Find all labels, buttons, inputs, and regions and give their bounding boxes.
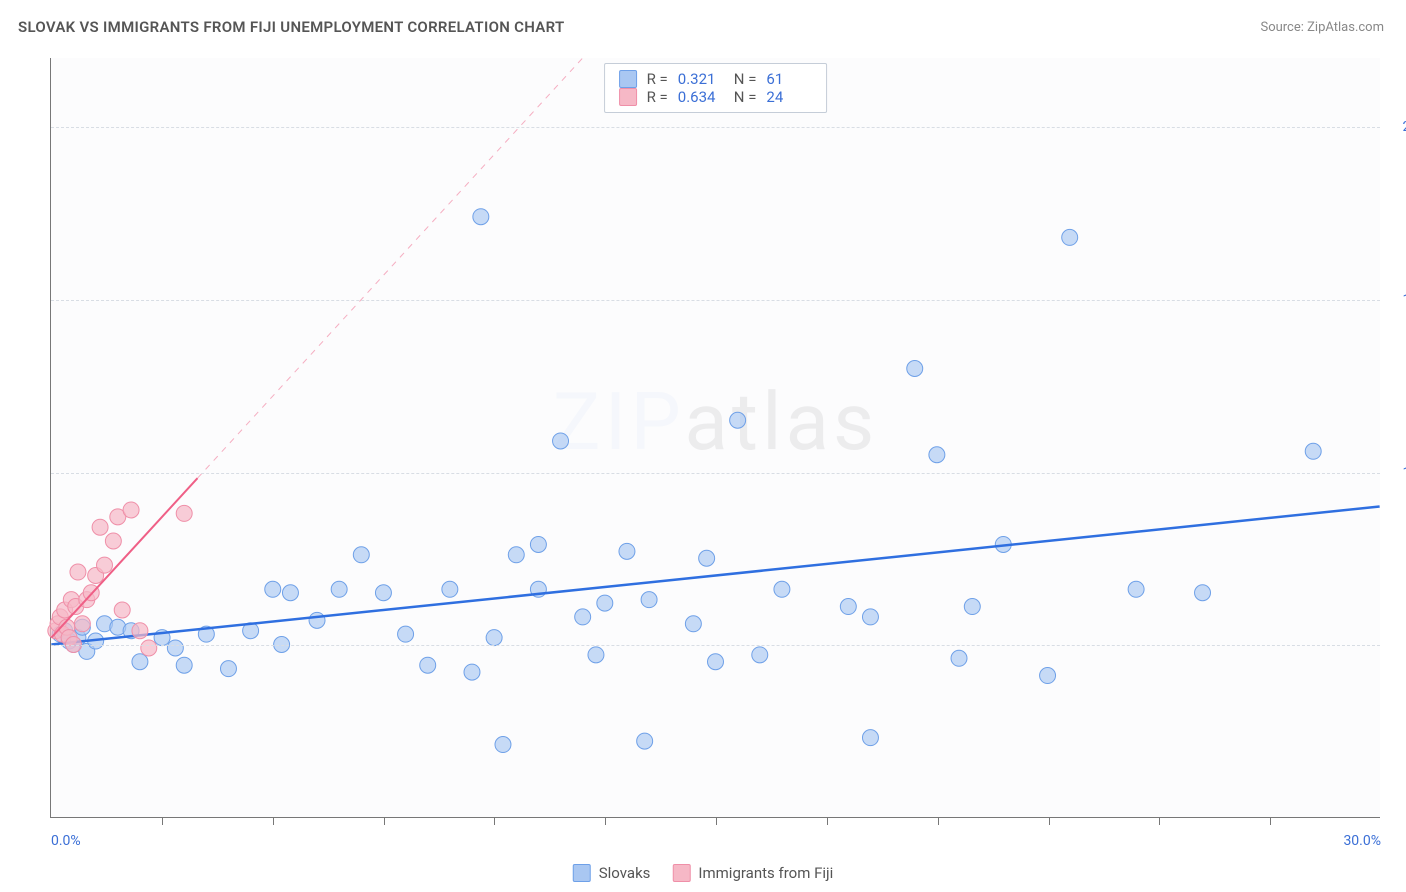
plot-area: ZIPatlas R = 0.321 N = 61 R = 0.634 N = … bbox=[50, 58, 1380, 818]
y-tick-label: 15.0% bbox=[1388, 292, 1406, 308]
legend-item-slovaks: Slovaks bbox=[573, 864, 651, 882]
scatter-svg bbox=[51, 58, 1380, 817]
legend-label: Slovaks bbox=[599, 864, 651, 882]
y-tick-label: 10.0% bbox=[1388, 465, 1406, 481]
legend-item-fiji: Immigrants from Fiji bbox=[672, 864, 833, 882]
x-tick-label: 0.0% bbox=[51, 833, 81, 849]
swatch-icon bbox=[573, 864, 591, 882]
source-attribution: Source: ZipAtlas.com bbox=[1260, 20, 1384, 35]
y-tick-label: 5.0% bbox=[1388, 637, 1406, 653]
chart-title: SLOVAK VS IMMIGRANTS FROM FIJI UNEMPLOYM… bbox=[18, 18, 565, 36]
y-tick-label: 20.0% bbox=[1388, 119, 1406, 135]
correlation-chart: SLOVAK VS IMMIGRANTS FROM FIJI UNEMPLOYM… bbox=[0, 0, 1406, 892]
legend-label: Immigrants from Fiji bbox=[698, 864, 833, 882]
bottom-legend: Slovaks Immigrants from Fiji bbox=[573, 864, 834, 882]
x-tick-label: 30.0% bbox=[1343, 833, 1381, 849]
swatch-icon bbox=[672, 864, 690, 882]
